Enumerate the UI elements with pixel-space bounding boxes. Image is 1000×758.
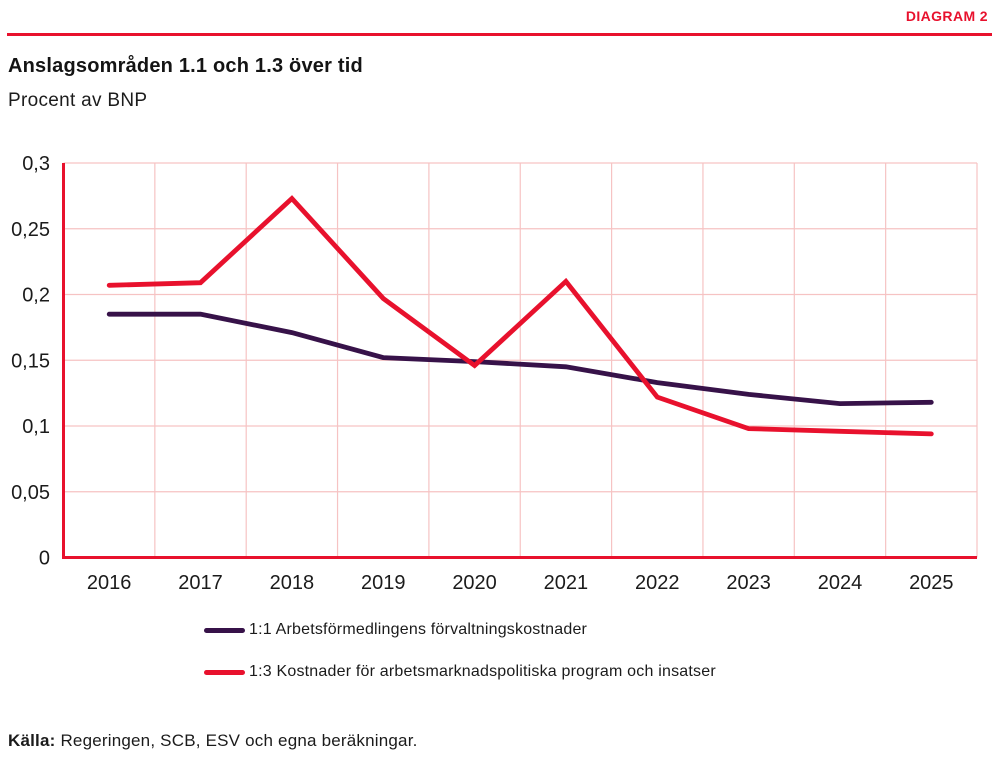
- chart-subtitle: Procent av BNP: [8, 90, 148, 111]
- header-divider-line: [7, 33, 992, 36]
- chart-title: Anslagsområden 1.1 och 1.3 över tid: [8, 55, 363, 77]
- source-label: Källa:: [8, 731, 56, 750]
- x-tick-label: 2016: [87, 572, 132, 594]
- y-tick-label: 0,05: [11, 482, 50, 504]
- x-tick-label: 2022: [635, 572, 680, 594]
- x-tick-label: 2020: [452, 572, 497, 594]
- x-tick-label: 2024: [818, 572, 863, 594]
- legend-label: 1:3 Kostnader för arbetsmarknadspolitisk…: [249, 663, 716, 680]
- line-chart: 0 0,05 0,1 0,15 0,2 0,25 0,3 2016 2017 2018 2019 20…: [11, 153, 978, 594]
- diagram-number-label: DIAGRAM 2: [905, 8, 988, 24]
- y-tick-label: 0,3: [22, 153, 50, 175]
- y-tick-label: 0,15: [11, 350, 50, 372]
- source-text: Regeringen, SCB, ESV och egna beräkninga…: [60, 731, 418, 750]
- legend-swatch-line: [204, 627, 245, 633]
- y-tick-label: 0: [39, 548, 50, 570]
- x-tick-label: 2021: [544, 572, 589, 594]
- series-line-1-3: [106, 195, 934, 437]
- legend-label: 1:1 Arbetsförmedlingens förvaltningskost…: [249, 621, 588, 638]
- y-tick-label: 0,25: [11, 219, 50, 241]
- chart-legend: 1:1 Arbetsförmedlingens förvaltningskost…: [204, 618, 716, 684]
- x-tick-label: 2017: [178, 572, 223, 594]
- y-tick-label: 0,1: [22, 416, 50, 438]
- source-note: Källa: Regeringen, SCB, ESV och egna ber…: [8, 731, 418, 751]
- legend-item: 1:1 Arbetsförmedlingens förvaltningskost…: [204, 618, 716, 642]
- series-line-1-1: [106, 311, 934, 407]
- x-tick-label: 2025: [909, 572, 954, 594]
- x-tick-label: 2018: [270, 572, 315, 594]
- y-tick-label: 0,2: [22, 285, 50, 307]
- legend-swatch-line: [204, 669, 245, 675]
- x-tick-label: 2023: [726, 572, 771, 594]
- legend-item: 1:3 Kostnader för arbetsmarknadspolitisk…: [204, 660, 716, 684]
- x-tick-label: 2019: [361, 572, 406, 594]
